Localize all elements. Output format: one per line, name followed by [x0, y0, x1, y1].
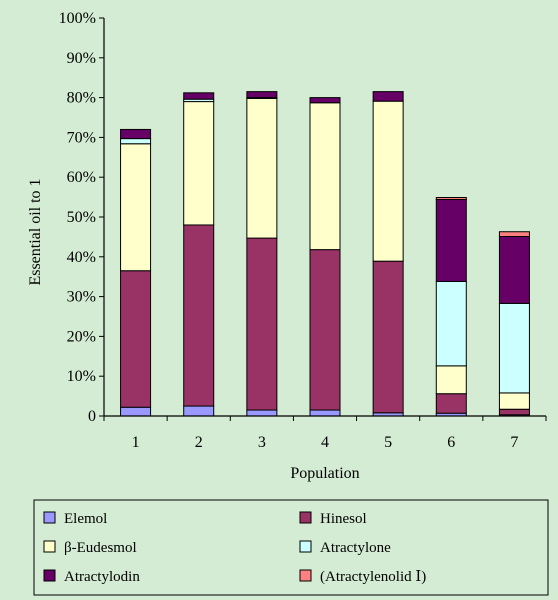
legend-label-atractylodin: Atractylodin [64, 569, 140, 585]
y-tick-label: 10% [67, 368, 96, 385]
bar-segment-3-population-7 [498, 392, 530, 410]
bar-segment-3-population-4 [309, 102, 341, 251]
y-tick-label: 50% [67, 209, 96, 226]
x-tick-label: 5 [384, 434, 392, 451]
bar-segment-4-population-1 [120, 138, 152, 145]
bar-segment-2-population-5 [372, 260, 404, 414]
x-tick-label: 3 [258, 434, 266, 451]
y-tick-label: 20% [67, 328, 96, 345]
bar-segment-3-population-5 [372, 100, 404, 262]
x-tick-label: 7 [510, 434, 518, 451]
legend-swatch-atractylodin [43, 569, 56, 582]
legend-swatch-atractylone [299, 540, 312, 553]
y-axis-title: Essential oil to 1 [27, 178, 44, 285]
bar-segment-4-population-7 [498, 302, 530, 394]
bar-segment-4-population-6 [435, 280, 467, 367]
ticks-group: 0 10% 20% 30% 40% 50% 60% 70% 80% 90% 100% 1 2 3 4 5 6 7 [59, 10, 547, 451]
bar-segment-1-population-1 [120, 406, 152, 417]
bar-segment-1-population-2 [183, 405, 215, 417]
x-axis-title: Population [290, 465, 359, 482]
bar-segment-3-population-6 [435, 365, 467, 395]
bar-segment-3-population-1 [120, 143, 152, 272]
y-tick-label: 70% [67, 129, 96, 146]
bar-segment-5-population-5 [372, 91, 404, 102]
y-tick-label: 40% [67, 249, 96, 266]
legend-label-hinesol: Hinesol [320, 511, 367, 527]
bar-segment-1-population-4 [309, 409, 341, 417]
bars-group [120, 91, 530, 417]
bar-segment-2-population-6 [435, 393, 467, 414]
bar-segment-2-population-2 [183, 224, 215, 407]
legend-label-eudesmol: β-Eudesmol [64, 540, 137, 556]
legend-label-atractylone: Atractylone [320, 540, 391, 556]
bar-segment-2-population-4 [309, 249, 341, 411]
x-tick-label: 4 [321, 434, 329, 451]
bar-segment-5-population-1 [120, 128, 152, 140]
bar-segment-6-population-7 [498, 231, 530, 238]
bar-segment-5-population-2 [183, 92, 215, 100]
legend: Elemol Hinesol β-Eudesmol Atractylone Atract… [43, 511, 426, 585]
bar-segment-5-population-6 [435, 198, 467, 282]
y-tick-label: 100% [59, 10, 96, 27]
y-tick-label: 80% [67, 90, 96, 107]
y-tick-label: 90% [67, 50, 96, 67]
legend-label-elemol: Elemol [64, 511, 107, 527]
bar-segment-6-population-6 [435, 197, 467, 200]
legend-swatch-eudesmol [43, 540, 56, 553]
y-tick-label: 60% [67, 169, 96, 186]
x-tick-label: 1 [132, 434, 140, 451]
bar-segment-2-population-7 [498, 408, 530, 416]
y-tick-label: 30% [67, 289, 96, 306]
x-tick-label: 2 [195, 434, 203, 451]
bar-segment-5-population-3 [246, 91, 278, 99]
bar-segment-5-population-4 [309, 97, 341, 104]
bar-segment-2-population-1 [120, 270, 152, 408]
legend-swatch-elemol [43, 511, 56, 524]
legend-swatch-hinesol [299, 511, 312, 524]
bar-segment-5-population-7 [498, 236, 530, 304]
legend-swatch-atractylenolid [299, 569, 312, 582]
bar-segment-1-population-3 [246, 409, 278, 417]
bar-segment-3-population-3 [246, 97, 278, 239]
legend-box [33, 499, 549, 596]
legend-label-atractylenolid: (Atractylenolid Ⅰ) [320, 569, 426, 585]
bar-segment-3-population-2 [183, 101, 215, 226]
y-tick-label: 0 [88, 408, 96, 425]
bar-segment-2-population-3 [246, 237, 278, 411]
x-tick-label: 6 [447, 434, 455, 451]
